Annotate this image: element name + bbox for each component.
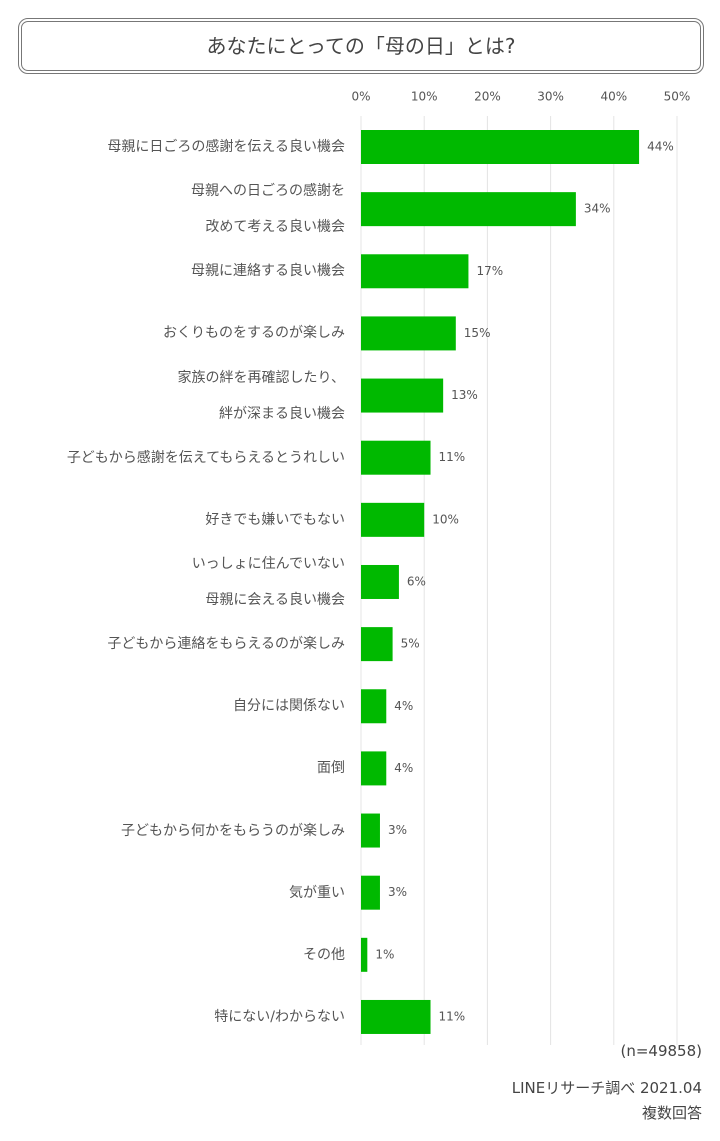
bar [361, 937, 368, 972]
chart-title: あなたにとっての「母の日」とは? [18, 18, 704, 74]
note: (n=49858) [620, 1042, 703, 1060]
x-tick-label: 20% [474, 90, 501, 104]
x-tick-label: 0% [351, 90, 370, 104]
bar [361, 502, 425, 537]
value-label: 44% [647, 140, 674, 154]
x-tick-label: 10% [411, 90, 438, 104]
category-label: おくりものをするのが楽しみ [163, 325, 345, 342]
x-tick-label: 30% [537, 90, 564, 104]
value-label: 34% [584, 202, 611, 216]
value-label: 15% [464, 326, 491, 340]
bar [361, 751, 387, 786]
value-label: 1% [375, 947, 394, 961]
bar [361, 627, 393, 662]
bar [361, 999, 431, 1034]
category-label: 母親に連絡する良い機会 [191, 263, 345, 280]
category-label: 子どもから感謝を伝えてもらえるとうれしい [66, 449, 345, 466]
category-label: 好きでも嫌いでもない [205, 511, 345, 528]
value-label: 4% [394, 761, 413, 775]
category-label: いっしょに住んでいない 母親に会える良い機会 [191, 555, 345, 608]
value-label: 11% [439, 450, 466, 464]
category-label: 子どもから何かをもらうのが楽しみ [121, 822, 345, 839]
category-label: 面倒 [317, 760, 345, 777]
category-label: その他 [303, 946, 345, 963]
x-tick-label: 40% [600, 90, 627, 104]
category-label: 子どもから連絡をもらえるのが楽しみ [107, 636, 345, 653]
category-label: 家族の絆を再確認したり、 絆が深まる良い機会 [177, 369, 345, 422]
note: LINEリサーチ調べ 2021.04 [511, 1079, 702, 1097]
category-label: 母親への日ごろの感謝を 改めて考える良い機会 [191, 183, 345, 236]
x-tick-label: 50% [664, 90, 691, 104]
bar [361, 440, 431, 475]
value-label: 11% [439, 1009, 466, 1023]
bar [361, 130, 640, 164]
category-label: 特にない/わからない [214, 1008, 345, 1025]
value-label: 17% [476, 264, 503, 278]
category-label: 自分には関係ない [233, 698, 345, 715]
value-label: 3% [388, 885, 407, 899]
value-label: 4% [394, 699, 413, 713]
value-label: 6% [407, 574, 426, 588]
value-label: 3% [388, 823, 407, 837]
bar [361, 689, 387, 724]
bar [361, 564, 399, 599]
category-label: 母親に日ごろの感謝を伝える良い機会 [107, 139, 345, 155]
bar [361, 192, 576, 227]
bar [361, 378, 444, 413]
value-label: 10% [432, 512, 459, 526]
bar [361, 875, 380, 910]
category-label: 気が重い [289, 884, 345, 901]
bar [361, 316, 456, 351]
value-label: 5% [401, 637, 420, 651]
bar [361, 254, 469, 289]
bar [361, 813, 380, 848]
value-label: 13% [451, 388, 478, 402]
note: 複数回答 [641, 1104, 702, 1122]
